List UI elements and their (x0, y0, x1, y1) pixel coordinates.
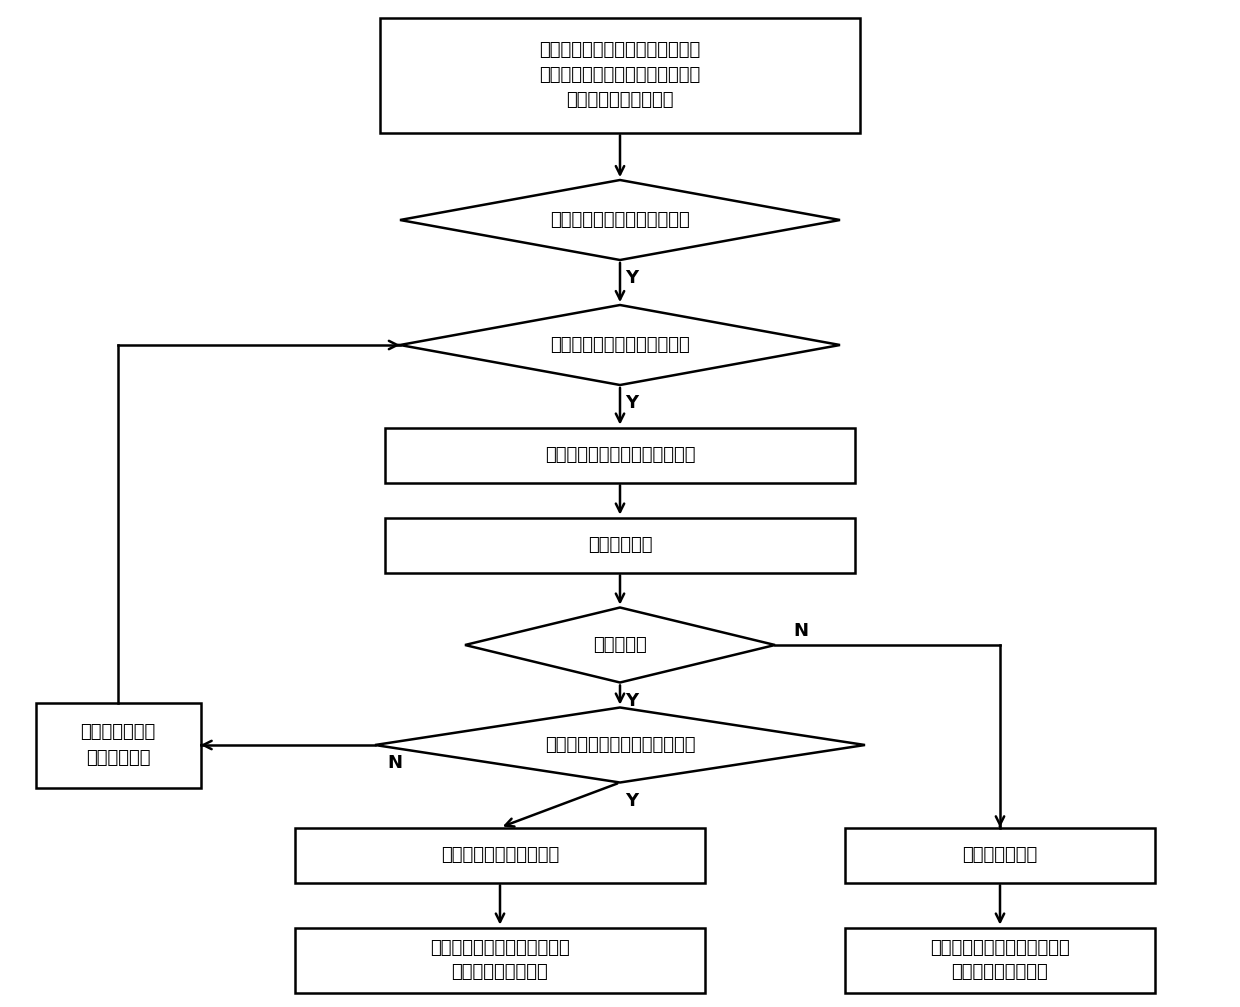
Bar (844, 828, 1154, 882)
Text: 通过机械手抓取到当前检定工位: 通过机械手抓取到当前检定工位 (544, 446, 696, 464)
Text: 所有的检定工位检定作业完成？: 所有的检定工位检定作业完成？ (544, 736, 696, 754)
Bar (379, 17, 861, 133)
Text: N: N (387, 754, 402, 772)
Text: 通过机械手放置到第二输送线
传送至第一指定位置: 通过机械手放置到第二输送线 传送至第一指定位置 (430, 939, 570, 982)
Text: Y: Y (625, 692, 639, 710)
Text: Y: Y (625, 394, 639, 412)
Text: 预先布置第一输送线、第二输送线
、第三输送线以及检定工位，每一
个检定工位处设机械手: 预先布置第一输送线、第二输送线 、第三输送线以及检定工位，每一 个检定工位处设机… (539, 41, 701, 109)
Bar (36, 703, 201, 787)
Polygon shape (401, 180, 839, 260)
Bar (295, 927, 706, 993)
Text: 检定合格？: 检定合格？ (593, 636, 647, 654)
Bar (844, 927, 1154, 993)
Bar (295, 828, 706, 882)
Text: 完成封印和合格标签粘贴: 完成封印和合格标签粘贴 (441, 846, 559, 864)
Bar (384, 428, 856, 482)
Polygon shape (465, 607, 775, 683)
Text: 需要配电终端自动检定作业？: 需要配电终端自动检定作业？ (551, 211, 689, 229)
Text: 完成检定作业: 完成检定作业 (588, 536, 652, 554)
Polygon shape (374, 708, 866, 782)
Polygon shape (401, 305, 839, 385)
Text: Y: Y (625, 269, 639, 287)
Text: 打上不合格标识: 打上不合格标识 (962, 846, 1038, 864)
Text: N: N (794, 622, 808, 640)
Text: Y: Y (625, 792, 639, 810)
Text: 配电终端进入当前检定工位？: 配电终端进入当前检定工位？ (551, 336, 689, 354)
Text: 通过机械手放置到第三输送线
传送至第二指定位置: 通过机械手放置到第三输送线 传送至第二指定位置 (930, 939, 1070, 982)
Text: 通过机械手放回
到第一输送线: 通过机械手放回 到第一输送线 (81, 723, 156, 766)
Bar (384, 518, 856, 573)
